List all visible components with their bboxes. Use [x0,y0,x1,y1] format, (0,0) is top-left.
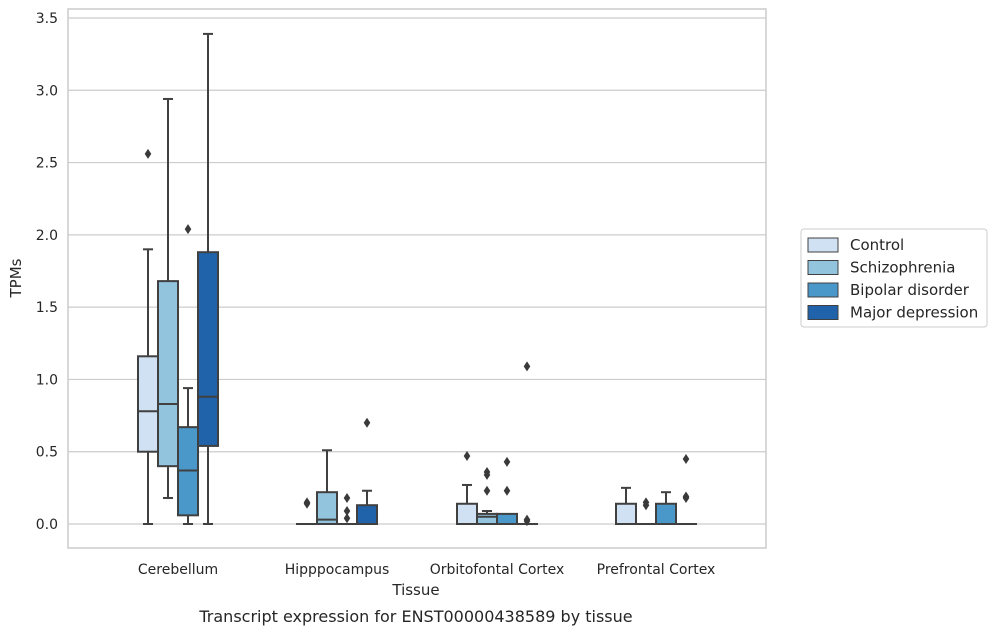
box-body [476,512,498,526]
legend-swatch [807,282,839,298]
outlier-point [503,485,511,496]
legend-swatch [807,305,839,320]
y-tick-label: 3.5 [36,11,58,27]
outlier-point [523,361,531,372]
boxplot-group [296,497,318,526]
outlier-point [144,148,152,159]
y-tick-label: 0.0 [36,517,58,533]
boxplot-group [137,148,159,525]
y-tick-label: 1.5 [36,300,58,316]
outlier-point [463,451,471,462]
legend-label: Bipolar disorder [850,281,970,299]
x-tick-label: Hipppocampus [285,562,390,578]
box-body [316,491,338,525]
legend-label: Major depression [850,304,978,322]
boxplot-group [476,466,498,526]
y-tick-layer: 0.0 0.5 1.0 1.5 2.0 2.5 3.0 3.5 [36,11,58,533]
y-tick-label: 3.0 [36,83,58,99]
boxplot-group [635,497,657,526]
box-body [137,355,159,453]
box-layer [137,32,697,527]
boxplot-group [496,456,518,526]
legend-frame [800,228,988,328]
box-body [157,280,179,468]
boxplot-group [516,361,538,527]
outlier-point [682,453,690,464]
boxplot-group [177,224,199,525]
outlier-point [483,485,491,496]
outlier-point [343,505,351,516]
boxplot-group [615,486,637,526]
boxplot-group [456,451,478,526]
box-body [197,251,219,447]
plot-frame [67,8,767,549]
y-tick-label: 2.5 [36,156,58,172]
outlier-point [483,466,491,477]
legend-swatch [807,237,839,253]
x-axis-label: Tissue [391,581,439,599]
outlier-point [343,513,351,524]
legend: Control Schizophrenia Bipolar disorder Majo… [800,228,988,328]
legend-label: Control [850,236,904,254]
boxplot-group [655,491,677,526]
boxplot-group [197,32,219,525]
outlier-point [184,224,192,235]
boxplot-group [675,453,697,526]
boxplot-group [157,97,179,499]
outlier-point [642,497,650,508]
y-tick-label: 2.0 [36,228,58,244]
x-tick-layer: Cerebellum Hipppocampus Orbitofontal Corte… [138,562,715,578]
boxplot-group [336,492,358,526]
y-tick-label: 1.0 [36,372,58,388]
outlier-point [343,492,351,503]
outlier-point [682,491,690,502]
y-tick-label: 0.5 [36,445,58,461]
boxplot-group [356,417,378,526]
outlier-point [363,417,371,428]
box-body [496,512,518,526]
y-axis-label: TPMs [7,258,25,298]
legend-swatch [807,260,839,275]
boxplot-group [316,449,338,525]
outlier-point [523,514,531,525]
x-tick-label: Prefrontal Cortex [597,562,716,578]
box-body [655,502,677,526]
x-tick-label: Cerebellum [138,562,218,578]
box-body [615,502,637,526]
outlier-point [503,456,511,467]
x-tick-label: Orbitofontal Cortex [430,562,565,578]
figure-caption: Transcript expression for ENST0000043858… [198,607,632,626]
legend-label: Schizophrenia [850,259,955,277]
outlier-point [303,497,311,508]
box-body [356,504,378,526]
box-body [456,502,478,526]
